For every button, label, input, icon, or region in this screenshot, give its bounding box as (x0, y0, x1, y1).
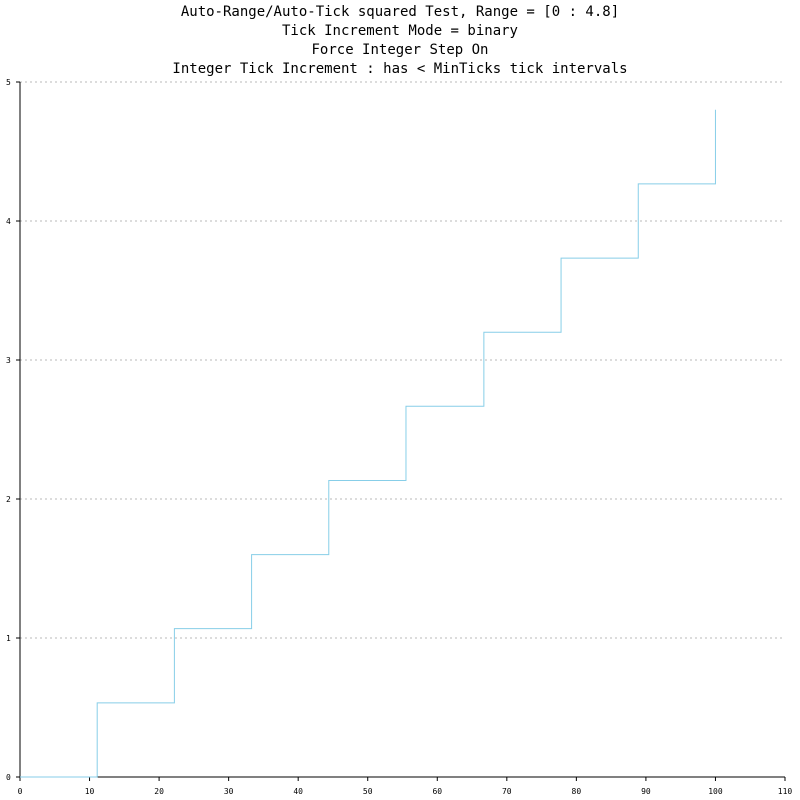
x-tick-label-6: 60 (432, 787, 442, 796)
y-tick-label-5: 5 (6, 78, 11, 87)
x-tick-label-5: 50 (363, 787, 373, 796)
x-tick-label-2: 20 (154, 787, 164, 796)
y-tick-label-1: 1 (6, 634, 11, 643)
x-tick-label-10: 100 (708, 787, 723, 796)
x-tick-label-1: 10 (85, 787, 95, 796)
x-tick-label-8: 80 (572, 787, 582, 796)
x-tick-label-11: 110 (778, 787, 793, 796)
y-tick-label-0: 0 (6, 773, 11, 782)
x-tick-label-0: 0 (18, 787, 23, 796)
title-line-2: Tick Increment Mode = binary (281, 23, 518, 39)
chart-title: Auto-Range/Auto-Tick squared Test, Range… (0, 3, 800, 79)
x-tick-label-7: 70 (502, 787, 512, 796)
y-tick-label-4: 4 (6, 217, 11, 226)
title-line-1: Auto-Range/Auto-Tick squared Test, Range… (180, 4, 620, 20)
title-line-3: Force Integer Step On (311, 42, 489, 58)
x-tick-label-4: 40 (293, 787, 303, 796)
series-line-0 (20, 109, 716, 778)
title-line-4: Integer Tick Increment : has < MinTicks … (172, 61, 628, 77)
y-tick-label-3: 3 (6, 356, 11, 365)
x-tick-label-3: 30 (224, 787, 234, 796)
y-tick-label-2: 2 (6, 495, 11, 504)
x-tick-label-9: 90 (641, 787, 651, 796)
